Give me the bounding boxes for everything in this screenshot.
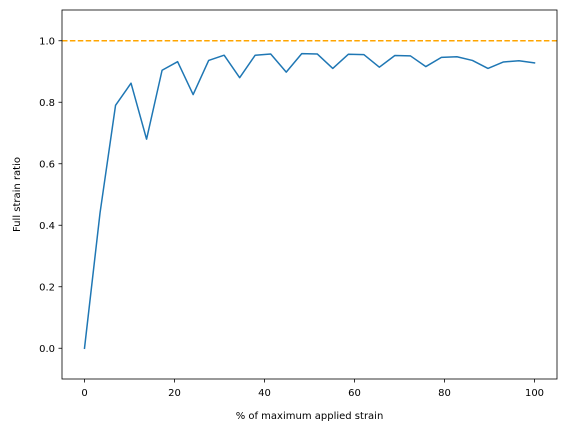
y-axis-ticks: 0.0 0.2 0.4 0.6 0.8 1.0: [39, 36, 62, 355]
plot-frame: [61, 9, 558, 380]
data-point: [441, 57, 442, 58]
data-point: [115, 105, 116, 106]
data-point: [99, 212, 100, 213]
x-tick-label: 20: [168, 388, 181, 399]
data-point: [410, 55, 411, 56]
y-axis-label: Full strain ratio: [12, 157, 23, 232]
y-tick-label: 0.6: [39, 159, 55, 170]
data-point: [255, 55, 256, 56]
data-point: [394, 55, 395, 56]
data-point: [518, 60, 519, 61]
data-point: [487, 68, 488, 69]
data-point: [193, 94, 194, 95]
y-tick-label: 0.0: [39, 344, 55, 355]
x-tick-label: 80: [438, 388, 451, 399]
x-axis-ticks: 0 20 40 60 80 100: [81, 379, 544, 399]
data-point: [317, 53, 318, 54]
data-point: [270, 53, 271, 54]
x-tick-label: 0: [81, 388, 87, 399]
y-tick-label: 0.2: [39, 282, 55, 293]
data-point: [472, 60, 473, 61]
plot-area: [62, 10, 557, 379]
data-point: [379, 67, 380, 68]
series-line: [83, 52, 536, 350]
y-tick-label: 0.4: [39, 221, 55, 232]
data-point: [224, 55, 225, 56]
data-point: [239, 77, 240, 78]
data-point: [301, 53, 302, 54]
data-point: [332, 68, 333, 69]
x-tick-label: 60: [348, 388, 361, 399]
data-point: [146, 139, 147, 140]
data-point: [208, 60, 209, 61]
data-point: [456, 56, 457, 57]
y-tick-label: 1.0: [39, 36, 55, 47]
data-point: [177, 61, 178, 62]
y-tick-label: 0.8: [39, 98, 55, 109]
data-point: [534, 62, 535, 63]
data-point: [84, 348, 85, 349]
x-axis-label: % of maximum applied strain: [236, 411, 384, 422]
series-layer: [83, 52, 536, 350]
data-point: [348, 54, 349, 55]
data-point: [363, 54, 364, 55]
data-point: [425, 66, 426, 67]
data-point: [503, 61, 504, 62]
data-point: [161, 70, 162, 71]
x-tick-label: 100: [525, 388, 544, 399]
data-point: [286, 72, 287, 73]
x-tick-label: 40: [258, 388, 271, 399]
data-point: [130, 83, 131, 84]
